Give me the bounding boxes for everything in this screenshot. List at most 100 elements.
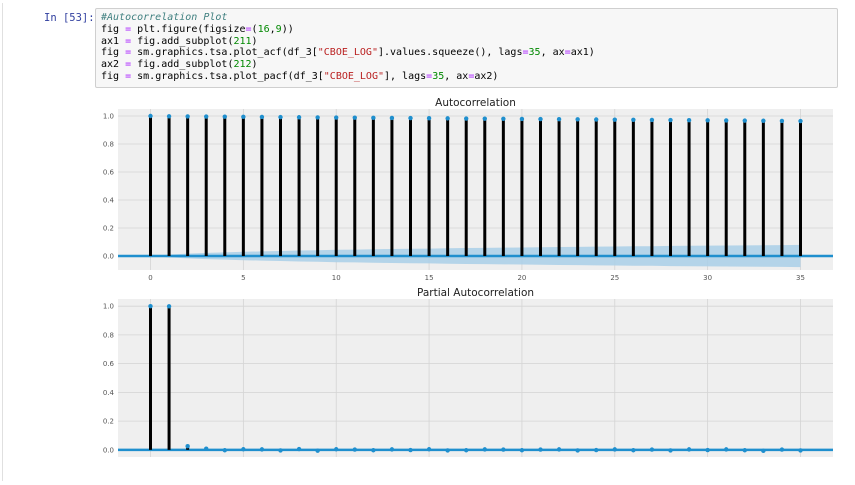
panel-2-marker-lag-2 bbox=[185, 444, 190, 449]
panel-1-ytick-label: 0.0 bbox=[103, 253, 114, 261]
panel-1-marker-lag-4 bbox=[222, 114, 227, 119]
panel-1-marker-lag-9 bbox=[315, 115, 320, 120]
panel-2-xtick-label: 25 bbox=[610, 461, 619, 462]
panel-1-marker-lag-15 bbox=[426, 116, 432, 121]
panel-2-marker-lag-22 bbox=[556, 447, 562, 452]
panel-2-marker-lag-14 bbox=[408, 447, 413, 453]
panel-1-xtick-label: 15 bbox=[425, 274, 434, 282]
panel-1-marker-lag-2 bbox=[185, 114, 190, 119]
panel-2-marker-lag-17 bbox=[464, 448, 469, 453]
panel-1-marker-lag-10 bbox=[334, 115, 339, 120]
panel-1-marker-lag-14 bbox=[408, 115, 413, 121]
panel-1-marker-lag-23 bbox=[575, 117, 580, 122]
panel-2-marker-lag-16 bbox=[445, 448, 450, 453]
panel-2-marker-lag-21 bbox=[538, 447, 543, 452]
panel-1-marker-lag-35 bbox=[798, 118, 803, 124]
output-figure: Autocorrelation 0 5 10 15 20 25 30 35 0.0 0.2 0.4 0.… bbox=[103, 97, 833, 462]
code-line-3: ax1 = fig.add_subplot(211) bbox=[101, 35, 258, 47]
panel-2-marker-lag-35 bbox=[798, 448, 803, 453]
panel-2-marker-lag-7 bbox=[278, 448, 283, 453]
panel-1-marker-lag-0 bbox=[148, 113, 153, 119]
panel-1-ytick-label: 0.6 bbox=[103, 169, 115, 177]
panel-2-marker-lag-32 bbox=[742, 448, 747, 453]
panel-2-plot-area bbox=[118, 299, 833, 457]
panel-1-marker-lag-22 bbox=[556, 117, 562, 122]
panel-1-marker-lag-30 bbox=[705, 118, 710, 123]
code-line-5: ax2 = fig.add_subplot(212) bbox=[101, 59, 258, 71]
panel-1-xtick-label: 30 bbox=[703, 274, 712, 282]
panel-1-marker-lag-29 bbox=[686, 118, 692, 123]
panel-2-marker-lag-4 bbox=[222, 448, 227, 453]
panel-1-plot-area bbox=[118, 109, 833, 270]
panel-2-marker-lag-25 bbox=[612, 447, 617, 452]
panel-2-marker-lag-0 bbox=[148, 303, 153, 309]
panel-1-marker-lag-33 bbox=[761, 118, 766, 123]
panel-2-xtick-label: 35 bbox=[796, 461, 805, 462]
panel-1-marker-lag-12 bbox=[371, 115, 376, 121]
panel-2-marker-lag-18 bbox=[482, 447, 487, 452]
panel-1-marker-lag-31 bbox=[724, 118, 729, 123]
panel-2-marker-lag-3 bbox=[204, 446, 209, 451]
panel-2-marker-lag-31 bbox=[724, 447, 729, 452]
panel-1-xtick-label: 20 bbox=[517, 274, 526, 282]
code-line-1: #Autocorrelation Plot bbox=[101, 12, 228, 23]
code-line-6: fig = sm.graphics.tsa.plot_pacf(df_3["CB… bbox=[101, 70, 499, 82]
panel-1-marker-lag-24 bbox=[594, 117, 599, 122]
panel-1-title: Autocorrelation bbox=[435, 97, 516, 109]
panel-1-marker-lag-6 bbox=[259, 114, 265, 120]
panel-2-marker-lag-24 bbox=[594, 447, 599, 453]
panel-2-ytick-label: 1.0 bbox=[103, 303, 114, 311]
code-editor[interactable]: #Autocorrelation Plot fig = plt.figure(f… bbox=[95, 8, 838, 88]
panel-1-marker-lag-3 bbox=[204, 114, 209, 119]
panel-2-marker-lag-23 bbox=[575, 448, 580, 453]
panel-2-marker-lag-19 bbox=[501, 447, 506, 452]
notebook-cell bbox=[2, 3, 854, 481]
panel-1-marker-lag-25 bbox=[612, 117, 617, 122]
panel-1-marker-lag-27 bbox=[649, 117, 655, 123]
panel-1-marker-lag-17 bbox=[464, 116, 469, 121]
panel-1-marker-lag-21 bbox=[538, 116, 543, 122]
panel-2-marker-lag-6 bbox=[259, 447, 265, 452]
panel-1-marker-lag-26 bbox=[631, 117, 636, 122]
panel-1-marker-lag-1 bbox=[166, 114, 172, 119]
panel-2-marker-lag-8 bbox=[296, 446, 302, 452]
panel-2-xtick-label: 5 bbox=[241, 461, 245, 462]
code-line-2: fig = plt.figure(figsize=(16,9)) bbox=[101, 23, 294, 35]
panel-1-marker-lag-11 bbox=[352, 115, 357, 120]
panel-2-marker-lag-20 bbox=[519, 448, 525, 453]
panel-2-title: Partial Autocorrelation bbox=[417, 287, 534, 299]
panel-2-ytick-label: 0.8 bbox=[103, 331, 114, 339]
panel-1-xtick-label: 0 bbox=[148, 274, 152, 282]
panel-2-marker-lag-30 bbox=[705, 447, 710, 453]
panel-2-marker-lag-11 bbox=[352, 447, 357, 452]
panel-1-marker-lag-20 bbox=[519, 116, 525, 122]
panel-1-marker-lag-5 bbox=[241, 114, 246, 120]
panel-1-marker-lag-8 bbox=[296, 115, 302, 120]
panel-2-marker-lag-10 bbox=[334, 447, 339, 452]
panel-2-ytick-label: 0.4 bbox=[103, 389, 115, 397]
panel-2-marker-lag-33 bbox=[761, 448, 766, 454]
panel-2-marker-lag-9 bbox=[315, 448, 320, 453]
panel-1-marker-lag-34 bbox=[779, 118, 785, 124]
panel-2-marker-lag-34 bbox=[779, 447, 785, 452]
panel-2-xtick-label: 30 bbox=[703, 461, 712, 462]
cell-prompt: In [53]: bbox=[44, 12, 95, 24]
panel-2-xtick-label: 0 bbox=[148, 461, 152, 462]
panel-1-ytick-label: 0.4 bbox=[103, 197, 115, 205]
panel-1-marker-lag-28 bbox=[668, 117, 673, 123]
panel-2-marker-lag-12 bbox=[371, 448, 376, 453]
panel-2-ytick-label: 0.0 bbox=[103, 446, 114, 454]
panel-1-marker-lag-18 bbox=[482, 116, 487, 121]
panel-1-marker-lag-32 bbox=[742, 118, 747, 123]
panel-2-xtick-label: 15 bbox=[425, 461, 434, 462]
panel-2-marker-lag-5 bbox=[241, 447, 246, 452]
panel-1-marker-lag-19 bbox=[501, 116, 506, 121]
panel-2-marker-lag-27 bbox=[649, 447, 655, 452]
panel-1-ytick-label: 0.8 bbox=[103, 141, 114, 149]
panel-2-marker-lag-13 bbox=[389, 447, 395, 452]
panel-1-marker-lag-7 bbox=[278, 114, 283, 120]
panel-2-marker-lag-1 bbox=[166, 304, 172, 309]
code-line-4: fig = sm.graphics.tsa.plot_acf(df_3["CBO… bbox=[101, 47, 595, 59]
panel-1-marker-lag-16 bbox=[445, 116, 450, 121]
panel-2-marker-lag-15 bbox=[426, 447, 432, 452]
